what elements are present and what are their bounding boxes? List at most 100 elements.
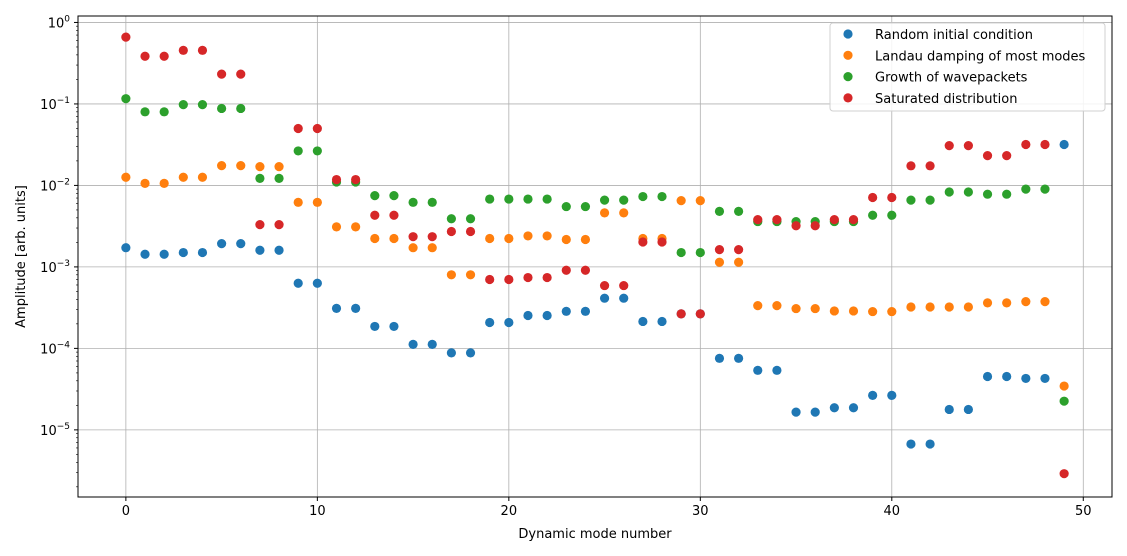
legend-label: Saturated distribution <box>875 92 1017 107</box>
data-point <box>734 257 744 267</box>
data-point <box>982 189 993 199</box>
y-axis-label: Amplitude [arb. units] <box>14 185 29 328</box>
y-tick-label: 10−2 <box>40 177 70 194</box>
plot-frame <box>77 15 1113 498</box>
series-1 <box>121 139 1069 449</box>
data-point <box>408 339 418 349</box>
data-point <box>255 220 265 230</box>
data-point <box>504 317 514 328</box>
data-point <box>485 194 495 204</box>
data-point <box>638 237 648 247</box>
data-point <box>159 178 169 188</box>
data-point <box>848 306 859 316</box>
data-point <box>676 247 686 258</box>
legend-marker <box>843 50 853 60</box>
data-point <box>695 247 705 258</box>
data-point <box>178 247 188 258</box>
data-point <box>1021 297 1031 307</box>
data-point <box>868 192 878 203</box>
data-point <box>580 306 591 316</box>
data-point <box>714 206 725 216</box>
data-point <box>446 348 456 358</box>
data-point <box>791 407 801 417</box>
x-tick-label: 40 <box>884 504 901 519</box>
data-point <box>848 215 859 225</box>
data-point <box>753 365 763 375</box>
data-point <box>982 371 993 382</box>
data-point <box>1021 373 1031 384</box>
data-point <box>408 243 418 253</box>
legend-label: Growth of wavepackets <box>875 71 1028 86</box>
data-point <box>772 215 782 225</box>
legend-label: Random initial condition <box>875 28 1033 43</box>
data-point <box>1002 371 1012 382</box>
data-point <box>197 45 208 55</box>
data-point <box>676 309 686 319</box>
legend-label: Landau damping of most modes <box>875 49 1086 64</box>
data-point <box>925 161 935 171</box>
data-point <box>561 234 571 245</box>
data-point <box>868 390 878 400</box>
series-2 <box>121 161 1069 391</box>
data-point <box>1040 297 1050 307</box>
series-4 <box>121 32 1069 479</box>
data-point <box>217 161 227 171</box>
data-point <box>312 197 322 207</box>
legend-box <box>829 22 1106 112</box>
data-point <box>619 195 629 205</box>
data-point <box>657 237 667 247</box>
data-point <box>580 234 591 245</box>
data-point <box>887 390 897 400</box>
data-point <box>121 243 131 253</box>
data-point <box>351 174 361 185</box>
data-point <box>542 194 552 204</box>
data-point <box>810 221 820 231</box>
data-point <box>561 201 571 212</box>
data-point <box>274 245 284 255</box>
data-point <box>810 303 820 314</box>
data-point <box>293 146 303 156</box>
data-point <box>446 270 456 280</box>
data-point <box>561 265 571 275</box>
data-point <box>159 107 169 117</box>
data-point <box>312 278 322 288</box>
data-point <box>293 123 303 134</box>
data-point <box>1021 184 1031 194</box>
y-tick-label: 10−1 <box>40 96 70 113</box>
data-point <box>599 195 610 205</box>
data-point <box>140 107 150 117</box>
data-point <box>753 301 763 311</box>
data-point <box>274 173 284 183</box>
data-point <box>255 162 265 172</box>
data-point <box>504 233 514 244</box>
data-point <box>925 439 935 449</box>
data-point <box>599 293 610 303</box>
data-point <box>887 306 897 317</box>
data-point <box>140 249 150 259</box>
data-point <box>504 274 514 285</box>
x-tick-label: 30 <box>692 504 709 519</box>
data-point <box>312 123 322 134</box>
data-point <box>236 239 246 249</box>
data-point <box>178 172 188 182</box>
data-point <box>389 190 399 201</box>
legend: Random initial condition Landau damping o… <box>829 22 1106 112</box>
data-point <box>638 191 648 202</box>
data-point <box>159 51 169 61</box>
legend-marker <box>843 93 853 103</box>
data-point <box>944 187 954 197</box>
data-point <box>446 226 456 237</box>
legend-marker <box>843 29 853 39</box>
data-point <box>293 278 303 288</box>
data-point <box>599 280 610 291</box>
data-point <box>274 220 284 230</box>
data-point <box>217 239 227 249</box>
data-point <box>236 69 246 79</box>
data-point <box>389 233 399 244</box>
data-point <box>504 194 514 204</box>
data-point <box>427 243 437 253</box>
data-point <box>351 222 361 232</box>
data-point <box>485 233 495 244</box>
data-point <box>734 245 744 255</box>
